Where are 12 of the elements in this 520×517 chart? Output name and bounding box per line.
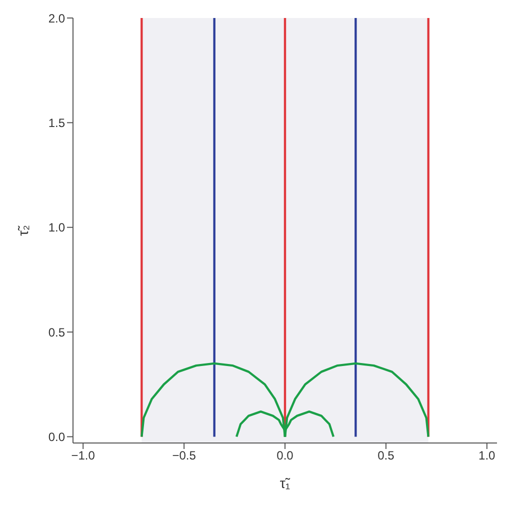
x-tick-label: −0.5 [172, 448, 196, 463]
y-tick-label: 1.0 [48, 220, 66, 235]
y-tick-label: 0.0 [48, 430, 66, 444]
y-tick-label: 2.0 [48, 11, 66, 26]
y-tick-label: 1.5 [48, 116, 66, 130]
x-tick-label: 1.0 [478, 448, 496, 463]
y-axis-title: τ̃₂ [14, 225, 31, 236]
y-tick-label: 0.5 [48, 325, 66, 340]
x-tick-label: 0.0 [276, 448, 294, 463]
x-tick-label: −1.0 [71, 448, 96, 463]
x-axis-title: τ̃₁ [280, 475, 290, 491]
x-tick-label: 0.5 [378, 448, 395, 463]
